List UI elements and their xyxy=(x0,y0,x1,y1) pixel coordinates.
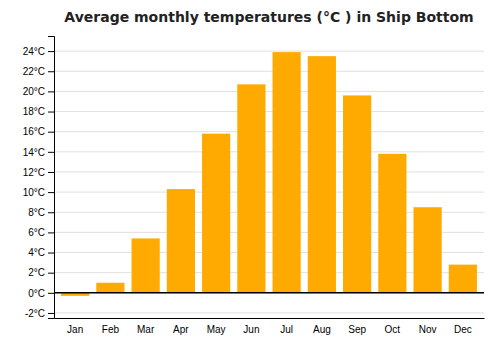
bar xyxy=(132,238,160,292)
y-tick: 4°C xyxy=(28,247,54,258)
x-axis-line xyxy=(55,318,485,319)
y-tick: 20°C xyxy=(23,86,54,97)
y-tick-mark xyxy=(48,112,54,113)
x-tick: Nov xyxy=(419,324,437,335)
x-tick: Aug xyxy=(313,324,331,335)
grid-line xyxy=(54,131,484,132)
y-tick-mark xyxy=(48,232,54,233)
bar xyxy=(449,265,477,293)
grid-line xyxy=(54,51,484,52)
x-tick-label: Mar xyxy=(137,324,155,335)
y-tick-mark xyxy=(48,132,54,133)
grid-line xyxy=(54,292,484,293)
y-tick: -2°C xyxy=(25,308,54,319)
y-tick: 6°C xyxy=(28,227,54,238)
y-tick-mark xyxy=(48,192,54,193)
x-tick: Oct xyxy=(385,324,401,335)
y-tick-label: 12°C xyxy=(23,167,45,178)
x-tick: May xyxy=(207,324,226,335)
x-tick: Apr xyxy=(173,324,189,335)
y-tick-label: -2°C xyxy=(25,308,45,319)
bar xyxy=(414,207,442,293)
bar xyxy=(237,84,265,292)
x-tick-label: Jul xyxy=(280,324,293,335)
x-tick-label: Sep xyxy=(348,324,366,335)
y-axis-line xyxy=(48,37,55,319)
y-tick-label: 18°C xyxy=(23,106,45,117)
x-tick-label: Apr xyxy=(173,324,189,335)
y-tick-mark xyxy=(48,253,54,254)
y-tick: 2°C xyxy=(28,267,54,278)
grid-line xyxy=(54,312,484,313)
y-tick: 16°C xyxy=(23,126,54,137)
bar xyxy=(308,56,336,293)
grid-line xyxy=(54,111,484,112)
x-tick: Mar xyxy=(137,324,155,335)
x-tick-label: Oct xyxy=(385,324,401,335)
bar xyxy=(378,154,406,293)
y-tick-label: 20°C xyxy=(23,86,45,97)
y-tick: 12°C xyxy=(23,167,54,178)
y-tick-label: 4°C xyxy=(28,247,45,258)
x-tick-label: Dec xyxy=(454,324,472,335)
bar xyxy=(343,95,371,292)
x-tick: Feb xyxy=(102,324,120,335)
x-tick-label: Aug xyxy=(313,324,331,335)
y-tick: 8°C xyxy=(28,207,54,218)
bar xyxy=(273,52,301,293)
y-axis: -2°C 0°C 2°C 4°C 6°C 8°C 10°C 12°C 14°C 16°C 18°C 2… xyxy=(23,37,55,319)
y-tick-label: 2°C xyxy=(28,267,45,278)
y-tick-label: 14°C xyxy=(23,147,45,158)
x-tick: Sep xyxy=(348,324,366,335)
y-tick: 18°C xyxy=(23,106,54,117)
bar xyxy=(202,134,230,293)
grid-line xyxy=(54,91,484,92)
x-tick: Jun xyxy=(243,324,259,335)
grid-line xyxy=(54,192,484,193)
y-tick-mark xyxy=(48,212,54,213)
grid xyxy=(54,51,484,313)
title: Average monthly temperatures (°C ) in Sh… xyxy=(64,9,473,25)
bars xyxy=(54,52,484,296)
y-tick-label: 8°C xyxy=(28,207,45,218)
x-tick: Jul xyxy=(280,324,293,335)
x-axis: Jan Feb Mar Apr May Jun Jul Aug Sep Oct Nov Dec xyxy=(55,319,485,336)
y-tick-label: 22°C xyxy=(23,66,45,77)
bar xyxy=(167,189,195,293)
y-tick-mark xyxy=(48,91,54,92)
y-tick-mark xyxy=(48,273,54,274)
plot: -2°C 0°C 2°C 4°C 6°C 8°C 10°C 12°C 14°C 16°C 18°C 2… xyxy=(23,37,485,336)
x-tick-label: May xyxy=(207,324,226,335)
y-tick-label: 16°C xyxy=(23,126,45,137)
grid-line xyxy=(54,151,484,152)
grid-line xyxy=(54,171,484,172)
y-tick-mark xyxy=(48,293,54,294)
y-tick-mark xyxy=(48,71,54,72)
y-tick-mark xyxy=(48,172,54,173)
y-tick: 14°C xyxy=(23,147,54,158)
x-tick: Jan xyxy=(67,324,83,335)
bar xyxy=(96,283,124,293)
x-tick-label: Jan xyxy=(67,324,83,335)
y-tick: 22°C xyxy=(23,66,54,77)
y-tick-mark xyxy=(48,313,54,314)
chart: -2°C 0°C 2°C 4°C 6°C 8°C 10°C 12°C 14°C 16°C 18°C 2… xyxy=(0,0,500,350)
x-tick-label: Nov xyxy=(419,324,437,335)
y-tick-mark xyxy=(48,152,54,153)
baseline xyxy=(54,292,484,294)
y-tick: 10°C xyxy=(23,187,54,198)
y-tick-label: 24°C xyxy=(23,46,45,57)
grid-line xyxy=(54,71,484,72)
y-tick-label: 6°C xyxy=(28,227,45,238)
x-tick: Dec xyxy=(454,324,472,335)
y-tick-mark xyxy=(48,51,54,52)
y-tick-label: 10°C xyxy=(23,187,45,198)
x-tick-label: Jun xyxy=(243,324,259,335)
x-tick-label: Feb xyxy=(102,324,120,335)
y-tick-label: 0°C xyxy=(28,288,45,299)
y-tick: 0°C xyxy=(28,288,54,299)
y-tick: 24°C xyxy=(23,46,54,57)
